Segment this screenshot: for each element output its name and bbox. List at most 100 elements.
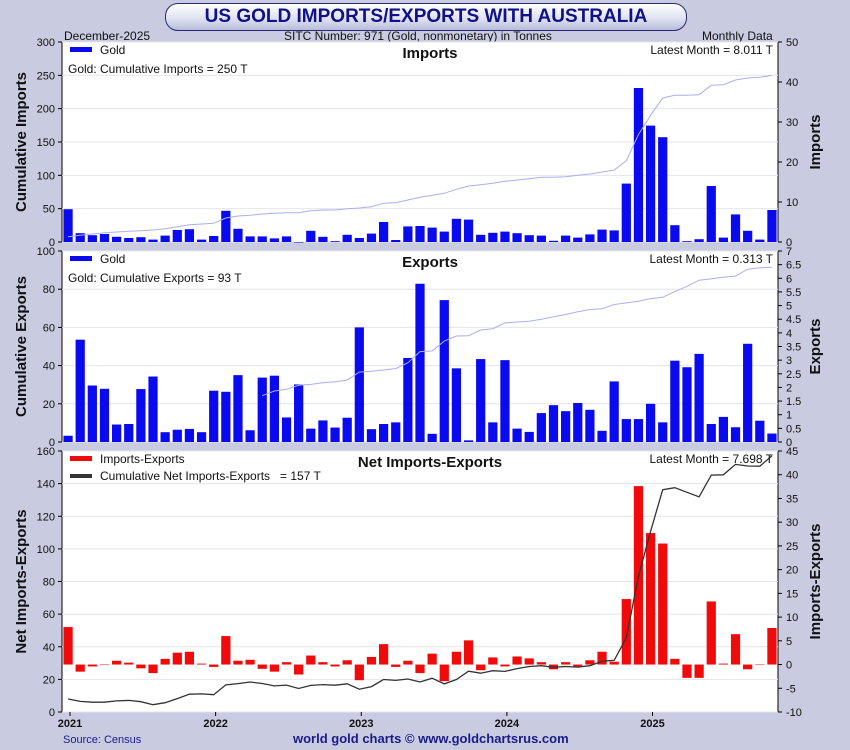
bar <box>573 402 583 442</box>
bar <box>172 230 182 242</box>
left-tick-label: 80 <box>43 577 55 589</box>
legend-label: Imports-Exports <box>100 452 185 466</box>
x-tick-label: 2022 <box>203 718 227 730</box>
bar <box>451 218 462 242</box>
bar <box>427 227 437 242</box>
bar <box>645 403 656 442</box>
left-tick-label: 0 <box>49 237 55 249</box>
bar <box>645 125 656 242</box>
bar <box>63 627 73 665</box>
left-tick-label: 40 <box>43 361 55 373</box>
bar <box>221 210 231 242</box>
bar <box>670 225 680 242</box>
left-axis-title: Net Imports-Exports <box>13 509 30 653</box>
bar <box>294 664 304 675</box>
bar <box>172 652 182 665</box>
bar <box>403 226 413 242</box>
report-date: December-2025 <box>64 29 151 43</box>
bar <box>718 416 729 442</box>
bar <box>294 384 304 442</box>
bar <box>318 236 328 242</box>
bar <box>99 664 110 666</box>
right-tick-label: 40 <box>786 470 798 482</box>
bar <box>476 664 486 671</box>
bar <box>196 239 207 242</box>
bar <box>342 660 352 665</box>
right-tick-label: 25 <box>786 541 798 553</box>
right-tick-label: 2 <box>786 382 792 394</box>
bar <box>87 235 97 242</box>
right-tick-label: 20 <box>786 157 798 169</box>
bar <box>75 664 85 672</box>
bar <box>488 422 498 442</box>
bar <box>306 655 316 665</box>
bar <box>743 343 753 442</box>
latest-month-label: Latest Month = 0.313 T <box>649 252 773 266</box>
bar <box>75 233 85 242</box>
bar <box>718 663 729 665</box>
source-label: Source: Census <box>63 734 142 746</box>
bar <box>658 422 668 442</box>
bar <box>536 413 546 442</box>
bar <box>718 237 729 242</box>
bar <box>658 137 668 242</box>
bar <box>585 409 595 442</box>
right-tick-label: 7 <box>786 246 792 258</box>
right-axis-title: Imports <box>807 114 824 169</box>
bar <box>597 651 607 665</box>
bar <box>439 231 449 242</box>
bar <box>427 433 437 442</box>
bar <box>136 389 146 442</box>
bar <box>682 241 692 242</box>
bar <box>706 601 716 665</box>
bar <box>500 231 510 242</box>
bar <box>633 88 644 242</box>
bar <box>512 233 522 242</box>
left-tick-label: 20 <box>43 399 55 411</box>
bar <box>536 235 546 242</box>
bar <box>524 235 534 242</box>
bar <box>512 656 522 665</box>
cumulative-line <box>68 74 772 238</box>
bar <box>160 658 170 665</box>
cumulative-line <box>67 455 773 706</box>
left-tick-label: 100 <box>37 170 55 182</box>
bar <box>548 405 559 442</box>
panel-title: Imports <box>402 45 457 62</box>
bar <box>160 235 170 242</box>
bar <box>209 390 219 442</box>
bar <box>269 375 279 442</box>
bar <box>330 427 340 442</box>
left-tick-label: 50 <box>43 204 55 216</box>
legend-label: Gold <box>100 252 125 266</box>
bar <box>512 428 522 442</box>
right-tick-label: 10 <box>786 612 798 624</box>
bar <box>136 664 146 669</box>
bar <box>378 222 389 242</box>
bar <box>658 543 668 665</box>
bar <box>730 634 741 665</box>
right-tick-label: 1 <box>786 410 792 422</box>
right-tick-label: 1.5 <box>786 396 801 408</box>
bar <box>573 664 583 667</box>
bar <box>245 430 255 442</box>
bar <box>730 427 741 442</box>
bar <box>767 433 777 442</box>
bar <box>415 283 425 442</box>
bar <box>403 660 413 665</box>
bar <box>670 360 680 442</box>
legend-swatch <box>70 256 92 261</box>
bar <box>706 423 716 442</box>
bar <box>488 232 498 242</box>
cumulative-line <box>262 266 772 397</box>
bar <box>451 368 462 442</box>
bar <box>548 240 559 242</box>
bar <box>403 357 413 442</box>
bar <box>124 238 134 242</box>
right-tick-label: 3 <box>786 355 792 367</box>
bar <box>330 241 340 242</box>
bar <box>755 664 765 666</box>
bar <box>221 391 231 442</box>
